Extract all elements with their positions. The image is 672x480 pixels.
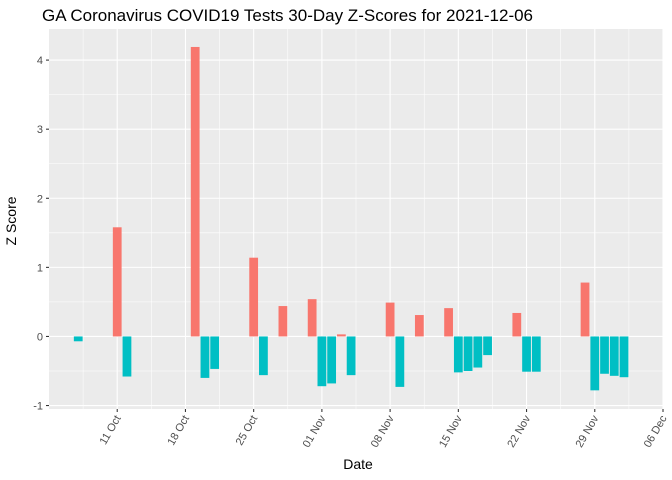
- bar-2021-11-23: [531, 336, 541, 372]
- bar-2021-10-12: [122, 336, 132, 377]
- bar-2021-11-28: [580, 282, 590, 337]
- x-tick-label: 15 Nov: [437, 413, 465, 450]
- y-axis: -1 0 1 2 3 4: [33, 55, 49, 413]
- bar-2021-11-30: [600, 336, 609, 374]
- chart-title: GA Coronavirus COVID19 Tests 30-Day Z-Sc…: [42, 6, 533, 25]
- bar-2021-11-22: [522, 336, 531, 372]
- bar-2021-11-21: [512, 312, 522, 337]
- bar-2021-11-17: [473, 336, 483, 368]
- bar-2021-10-11: [112, 227, 122, 337]
- x-tick-label: 25 Oct: [234, 414, 261, 448]
- x-axis-title: Date: [343, 456, 373, 472]
- bar-2021-11-14: [444, 308, 453, 337]
- bar-2021-12-01: [609, 336, 619, 376]
- y-tick-label: 2: [37, 193, 43, 205]
- bar-2021-12-02: [619, 336, 629, 378]
- bar-2021-10-25: [249, 257, 259, 337]
- bar-2021-11-09: [395, 336, 405, 387]
- y-axis-title: Z Score: [3, 196, 19, 245]
- x-tick-label: 29 Nov: [574, 413, 602, 450]
- y-tick-label: 4: [37, 55, 43, 67]
- y-tick-label: -1: [33, 401, 43, 413]
- bar-2021-11-18: [483, 336, 492, 356]
- y-tick-label: 1: [37, 262, 43, 274]
- bar-2021-10-31: [307, 299, 317, 337]
- bar-2021-11-15: [453, 336, 463, 373]
- bar-2021-11-08: [385, 302, 395, 337]
- bar-2021-11-04: [346, 336, 356, 376]
- bars-group: [73, 46, 629, 391]
- x-tick-label: 06 Dec: [642, 413, 670, 450]
- x-tick-label: 01 Nov: [301, 413, 329, 450]
- bar-2021-10-28: [278, 306, 288, 337]
- bar-2021-10-20: [200, 336, 210, 378]
- x-tick-label: 11 Oct: [98, 414, 124, 447]
- x-tick-label: 08 Nov: [369, 413, 397, 450]
- bar-2021-11-02: [327, 336, 337, 384]
- bar-2021-11-16: [463, 336, 473, 371]
- bar-2021-11-01: [317, 336, 327, 387]
- bar-2021-10-19: [190, 46, 200, 337]
- bar-2021-11-11: [414, 315, 424, 337]
- x-tick-label: 18 Oct: [165, 414, 192, 448]
- y-tick-label: 0: [37, 331, 43, 343]
- x-tick-label: 22 Nov: [505, 413, 533, 450]
- x-axis: 11 Oct 18 Oct 25 Oct 01 Nov 08 Nov 15 Nov 22 N…: [98, 409, 670, 450]
- bar-2021-10-07: [73, 336, 83, 342]
- bar-2021-11-29: [590, 336, 600, 391]
- bar-2021-11-03: [337, 334, 346, 337]
- y-tick-label: 3: [37, 124, 43, 136]
- bar-2021-10-21: [210, 336, 220, 369]
- bar-2021-10-26: [259, 336, 268, 376]
